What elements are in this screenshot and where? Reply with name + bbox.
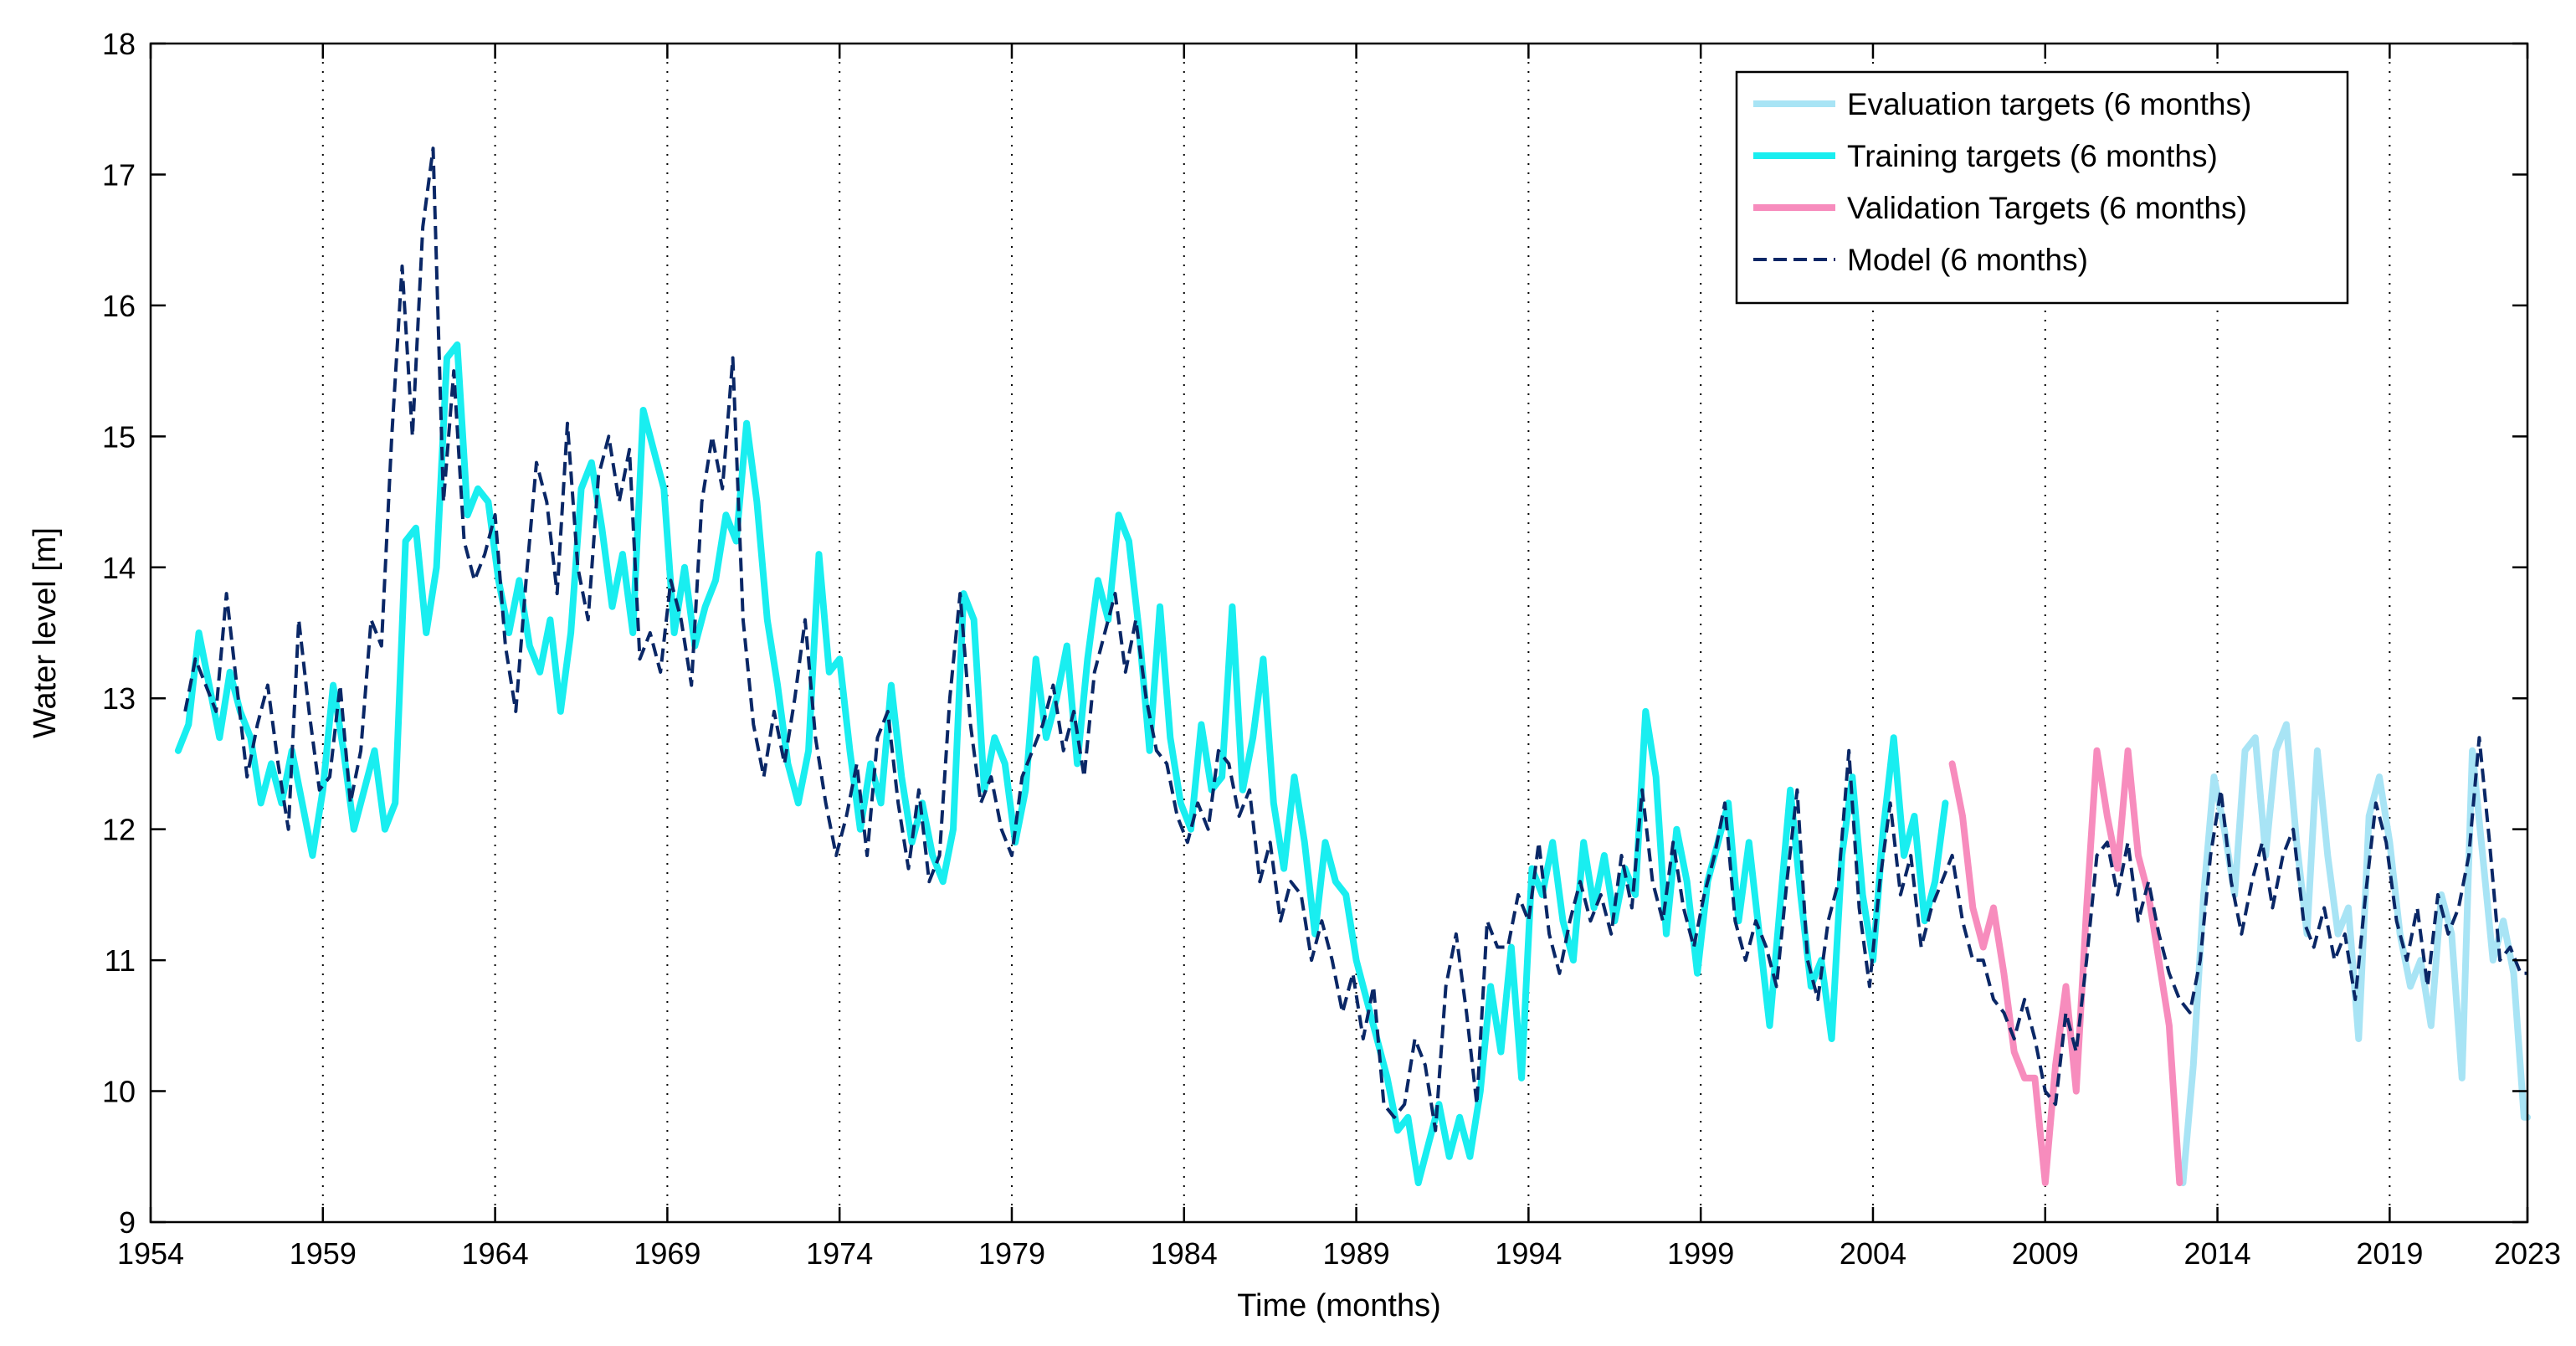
series-line-2 — [1948, 747, 2183, 1187]
x-tick-label: 2004 — [1840, 1236, 1906, 1271]
y-tick-label: 11 — [105, 943, 136, 978]
x-tick-label: 1979 — [978, 1236, 1045, 1271]
x-tick-label: 1989 — [1323, 1236, 1390, 1271]
legend-label-2: Validation Targets (6 months) — [1847, 191, 2247, 225]
x-tick-label: 1974 — [806, 1236, 873, 1271]
y-axis-title: Water level [m] — [28, 527, 63, 738]
y-tick-label: 14 — [102, 551, 136, 585]
legend-label-1: Training targets (6 months) — [1847, 139, 2218, 173]
legend-label-3: Model (6 months) — [1847, 243, 2088, 277]
axes-box — [149, 42, 2529, 1224]
x-tick-label: 2009 — [2012, 1236, 2079, 1271]
x-tick-label: 1959 — [290, 1236, 357, 1271]
x-tick-label: 1969 — [634, 1236, 700, 1271]
x-tick-label: 1994 — [1495, 1236, 1562, 1271]
legend-box — [1735, 70, 2349, 305]
x-tick-label: 1984 — [1151, 1236, 1218, 1271]
series-line-1 — [174, 341, 1949, 1187]
x-axis-title: Time (months) — [1237, 1288, 1441, 1323]
y-tick-label: 10 — [102, 1075, 136, 1109]
y-tick-label: 16 — [102, 289, 136, 323]
series-line-3 — [183, 146, 2527, 1133]
y-tick-label: 17 — [102, 157, 136, 192]
y-tick-label: 13 — [102, 681, 136, 716]
x-tick-label: 2023 — [2494, 1236, 2561, 1271]
x-tick-label: 1999 — [1667, 1236, 1734, 1271]
series-group — [174, 146, 2531, 1187]
tick-labels: 1954 1959 1964 1969 1974 1979 1984 1989 1994 1999… — [102, 27, 2561, 1271]
y-tick-label: 9 — [119, 1205, 136, 1240]
legend: Evaluation targets (6 months) Training ta… — [1735, 70, 2349, 305]
x-tick-label: 2019 — [2356, 1236, 2423, 1271]
y-tick-label: 15 — [102, 419, 136, 454]
x-tick-label: 2014 — [2184, 1236, 2251, 1271]
grid-lines — [321, 44, 2391, 1222]
axes — [149, 42, 2529, 1224]
y-tick-label: 18 — [102, 27, 136, 61]
legend-label-0: Evaluation targets (6 months) — [1847, 87, 2251, 121]
x-tick-label: 1964 — [462, 1236, 529, 1271]
y-tick-label: 12 — [102, 813, 136, 847]
x-tick-label: 1954 — [117, 1236, 184, 1271]
